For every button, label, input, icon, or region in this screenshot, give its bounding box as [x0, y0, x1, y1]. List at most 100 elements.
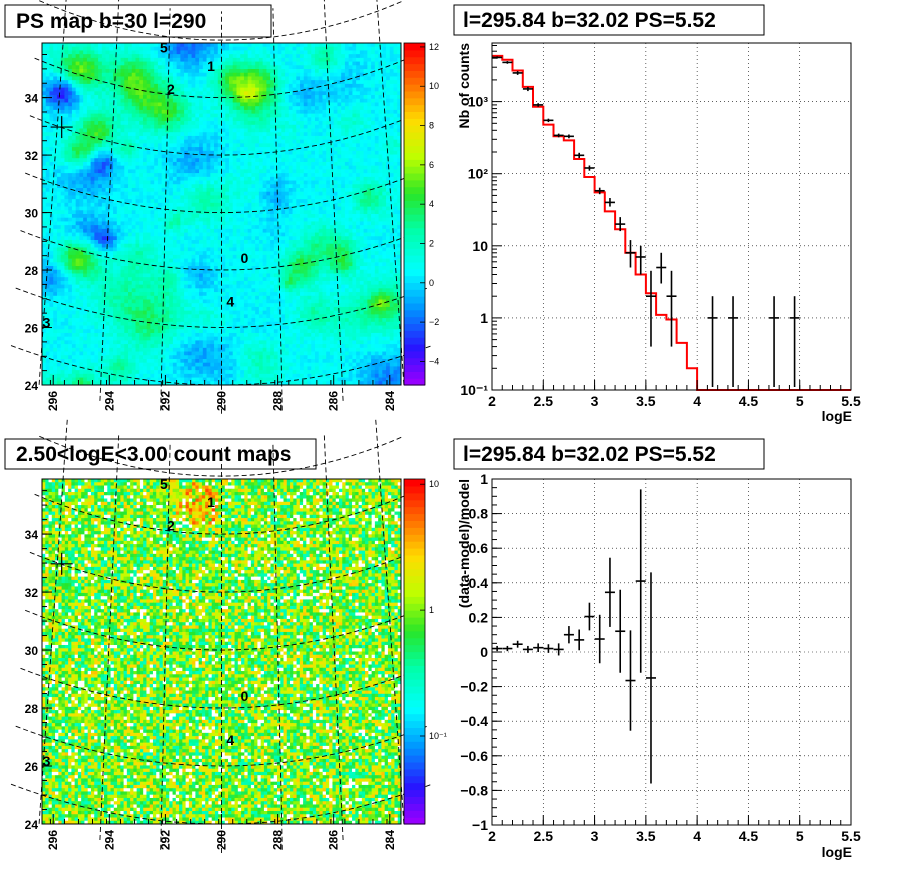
- heatmap-cell: [142, 214, 148, 219]
- heatmap-cell: [393, 199, 398, 204]
- heatmap-cell: [191, 221, 196, 226]
- heatmap-cell: [374, 217, 380, 222]
- heatmap-cell: [344, 165, 350, 170]
- heatmap-cell: [356, 139, 361, 144]
- heatmap-cell: [389, 54, 395, 59]
- heatmap-cell: [187, 117, 193, 122]
- heatmap-cell: [221, 173, 226, 178]
- heatmap-cell: [300, 199, 305, 204]
- heatmap-cell: [42, 165, 47, 170]
- heatmap-cell: [176, 221, 181, 226]
- heatmap-cell: [45, 184, 50, 189]
- heatmap-cell: [79, 69, 84, 74]
- heatmap-cell: [169, 106, 174, 111]
- heatmap-cell: [266, 87, 271, 92]
- heatmap-cell: [71, 102, 77, 107]
- heatmap-cell: [281, 184, 286, 189]
- heatmap-cell: [303, 109, 309, 115]
- heatmap-cell: [94, 195, 99, 200]
- heatmap-cell: [64, 169, 69, 174]
- heatmap-cell: [135, 132, 140, 137]
- heatmap-cell: [371, 195, 376, 200]
- heatmap-cell: [150, 184, 155, 189]
- heatmap-cell: [273, 221, 279, 226]
- heatmap-cell: [195, 143, 200, 148]
- heatmap-cell: [341, 143, 346, 148]
- heatmap-cell: [101, 158, 107, 163]
- heatmap-cell: [75, 121, 80, 126]
- heatmap-cell: [397, 143, 401, 148]
- heatmap-cell: [45, 46, 50, 51]
- heatmap-cell: [270, 195, 275, 200]
- heatmap-cell: [296, 180, 301, 185]
- heatmap-cell: [109, 80, 114, 85]
- heatmap-cell: [329, 228, 335, 234]
- heatmap-cell: [281, 228, 286, 234]
- heatmap-cell: [322, 147, 327, 152]
- heatmap-cell: [53, 121, 58, 126]
- heatmap-cell: [337, 102, 342, 107]
- heatmap-cell: [221, 206, 226, 211]
- heatmap-cell: [371, 121, 376, 126]
- heatmap-cell: [240, 50, 245, 55]
- heatmap-cell: [60, 132, 65, 137]
- heatmap-cell: [292, 57, 297, 63]
- heatmap-cell: [228, 199, 234, 204]
- heatmap-cell: [150, 113, 155, 118]
- heatmap-cell: [199, 57, 204, 63]
- heatmap-cell: [161, 184, 166, 189]
- heatmap-cell: [262, 83, 267, 89]
- heatmap-cell: [277, 128, 282, 133]
- heatmap-cell: [101, 87, 107, 92]
- heatmap-cell: [382, 113, 387, 118]
- heatmap-cell: [341, 150, 346, 156]
- heatmap-cell: [128, 225, 133, 230]
- heatmap-cell: [214, 106, 219, 111]
- heatmap-cell: [139, 76, 144, 81]
- heatmap-cell: [128, 187, 133, 193]
- heatmap-cell: [344, 117, 350, 122]
- heatmap-cell: [352, 199, 357, 204]
- heatmap-cell: [318, 202, 323, 208]
- heatmap-cell: [232, 91, 237, 96]
- heatmap-cell: [367, 91, 372, 96]
- heatmap-cell: [292, 102, 297, 107]
- heatmap-cell: [124, 102, 129, 107]
- heatmap-cell: [101, 46, 107, 51]
- heatmap-cell: [374, 61, 380, 66]
- heatmap-cell: [285, 72, 290, 77]
- heatmap-cell: [75, 232, 80, 237]
- heatmap-cell: [228, 232, 234, 237]
- heatmap-cell: [296, 132, 301, 137]
- heatmap-cell: [217, 113, 222, 118]
- heatmap-cell: [172, 210, 178, 215]
- heatmap-cell: [75, 199, 80, 204]
- heatmap-cell: [195, 72, 200, 77]
- heatmap-cell: [228, 180, 234, 185]
- heatmap-cell: [352, 72, 357, 77]
- heatmap-cell: [109, 232, 114, 237]
- heatmap-cell: [382, 76, 387, 81]
- heatmap-cell: [243, 109, 249, 115]
- heatmap-cell: [247, 61, 252, 66]
- heatmap-cell: [195, 217, 200, 222]
- heatmap-cell: [90, 147, 95, 152]
- heatmap-cell: [277, 143, 282, 148]
- heatmap-cell: [187, 195, 193, 200]
- heatmap-cell: [128, 210, 133, 215]
- heatmap-cell: [285, 154, 290, 159]
- heatmap-cell: [157, 109, 163, 115]
- heatmap-cell: [49, 76, 54, 81]
- heatmap-cell: [206, 54, 211, 59]
- heatmap-cell: [378, 61, 383, 66]
- heatmap-cell: [98, 54, 103, 59]
- heatmap-cell: [277, 180, 282, 185]
- heatmap-cell: [292, 195, 297, 200]
- heatmap-cell: [53, 158, 58, 163]
- heatmap-cell: [277, 46, 282, 51]
- heatmap-cell: [49, 221, 54, 226]
- heatmap-cell: [341, 102, 346, 107]
- heatmap-cell: [139, 98, 144, 103]
- heatmap-cell: [352, 46, 357, 51]
- heatmap-cell: [247, 65, 252, 70]
